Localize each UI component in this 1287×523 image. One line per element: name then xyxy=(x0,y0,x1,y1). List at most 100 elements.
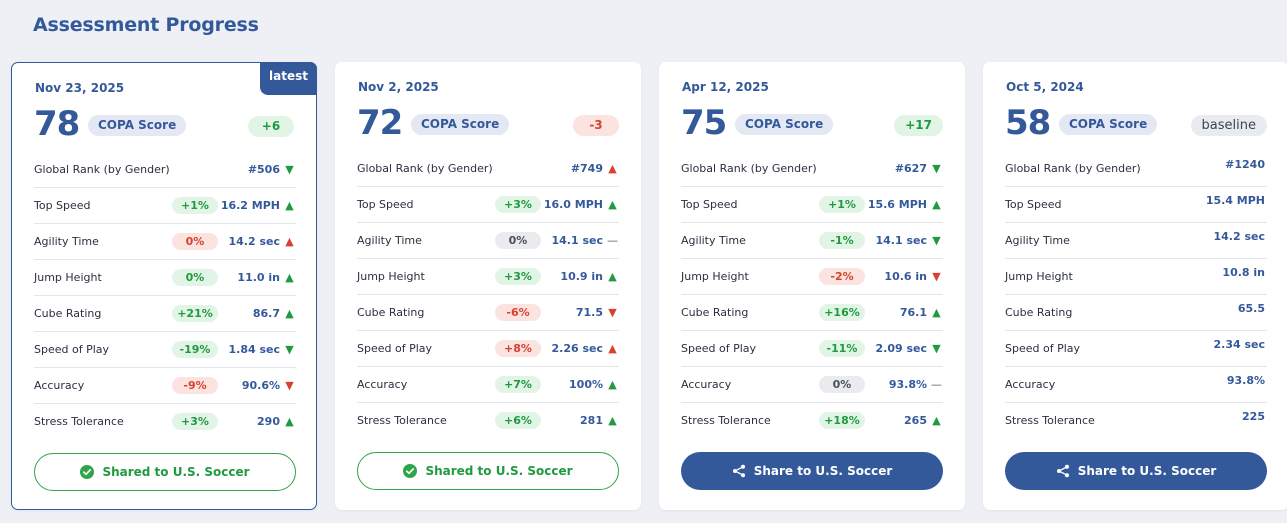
triangle-up-icon: ▲ xyxy=(932,198,941,211)
assessment-card[interactable]: Oct 5, 2024 58 COPA Score baseline Global Ra… xyxy=(983,62,1287,510)
metric-value: #1240 xyxy=(1225,158,1265,171)
metric-row: Agility Time -1% 14.1 sec ▼ xyxy=(681,223,943,259)
metric-change-badge: +21% xyxy=(172,305,218,322)
assessment-card[interactable]: Nov 2, 2025 72 COPA Score -3 Global Rank (by… xyxy=(335,62,641,510)
metric-row: Accuracy +7% 100% ▲ xyxy=(357,367,619,403)
metric-value: 11.0 in xyxy=(237,271,280,284)
metric-label: Cube Rating xyxy=(357,306,425,319)
metric-label: Jump Height xyxy=(34,271,102,284)
metric-label: Speed of Play xyxy=(34,343,110,356)
metric-value: 16.0 MPH xyxy=(543,198,603,211)
metric-row: Jump Height -2% 10.6 in ▼ xyxy=(681,259,943,295)
metric-value: 86.7 xyxy=(252,307,280,320)
metric-row: Top Speed +3% 16.0 MPH ▲ xyxy=(357,187,619,223)
metric-label: Cube Rating xyxy=(1005,306,1073,319)
triangle-up-icon: ▲ xyxy=(285,199,294,212)
metric-value: 14.1 sec xyxy=(875,234,928,247)
metric-row: Accuracy 0% 93.8% — xyxy=(681,367,943,403)
share-to-us-soccer-button[interactable]: Share to U.S. Soccer xyxy=(681,452,943,490)
shared-to-us-soccer-button[interactable]: Shared to U.S. Soccer xyxy=(357,452,619,490)
metric-row: Agility Time 0% 14.1 sec — xyxy=(357,223,619,259)
metric-row: Cube Rating -6% 71.5 ▼ xyxy=(357,295,619,331)
metric-value: 2.26 sec xyxy=(551,342,604,355)
metric-label: Global Rank (by Gender) xyxy=(34,163,170,176)
metric-row: Jump Height 0% 11.0 in ▲ xyxy=(34,260,296,296)
score-delta-badge: baseline xyxy=(1190,115,1267,136)
triangle-up-icon: ▲ xyxy=(285,235,294,248)
metric-change-badge: +3% xyxy=(495,196,541,213)
assessment-date: Oct 5, 2024 xyxy=(1006,80,1084,94)
metric-change-badge: +18% xyxy=(819,412,865,429)
latest-tag: latest xyxy=(260,62,317,95)
metrics-list: Global Rank (by Gender) #627 ▼ Top Speed +1%… xyxy=(681,151,943,439)
copa-score-label: COPA Score xyxy=(88,115,187,136)
copa-score-label: COPA Score xyxy=(1059,114,1158,135)
assessment-card[interactable]: latest Nov 23, 2025 78 COPA Score +6 Global R… xyxy=(11,62,317,510)
metric-row: Stress Tolerance 225 xyxy=(1005,403,1267,439)
metric-row: Jump Height 10.8 in xyxy=(1005,259,1267,295)
dash-icon: — xyxy=(931,378,942,391)
metric-label: Speed of Play xyxy=(357,342,433,355)
metric-change-badge: +3% xyxy=(172,413,218,430)
metric-value: 76.1 xyxy=(899,306,927,319)
metric-change-badge: +16% xyxy=(819,304,865,321)
triangle-up-icon: ▲ xyxy=(608,414,617,427)
metric-change-badge: -1% xyxy=(819,232,865,249)
triangle-up-icon: ▲ xyxy=(608,342,617,355)
metric-change-badge: -9% xyxy=(172,377,218,394)
metric-label: Accuracy xyxy=(357,378,408,391)
metric-change-badge: -6% xyxy=(495,304,541,321)
metric-row: Global Rank (by Gender) #627 ▼ xyxy=(681,151,943,187)
metric-label: Global Rank (by Gender) xyxy=(1005,162,1141,175)
assessment-card[interactable]: Apr 12, 2025 75 COPA Score +17 Global Rank (… xyxy=(659,62,965,510)
check-circle-icon xyxy=(80,465,95,479)
metric-value: 10.6 in xyxy=(884,270,927,283)
score-delta-badge: -3 xyxy=(573,115,619,136)
metric-value: 15.4 MPH xyxy=(1205,194,1265,207)
metric-label: Jump Height xyxy=(1005,270,1073,283)
metrics-list: Global Rank (by Gender) #506 ▼ Top Speed +1%… xyxy=(34,152,296,440)
metric-label: Agility Time xyxy=(357,234,422,247)
triangle-up-icon: ▲ xyxy=(608,378,617,391)
button-label: Share to U.S. Soccer xyxy=(753,464,893,478)
metric-row: Speed of Play -19% 1.84 sec ▼ xyxy=(34,332,296,368)
metric-value: #749 xyxy=(570,162,603,175)
metric-value: 225 xyxy=(1242,410,1265,423)
metric-row: Stress Tolerance +18% 265 ▲ xyxy=(681,403,943,439)
triangle-down-icon: ▼ xyxy=(932,162,941,175)
metric-value: 93.8% xyxy=(888,378,927,391)
metric-row: Global Rank (by Gender) #506 ▼ xyxy=(34,152,296,188)
metric-value: 100% xyxy=(569,378,603,391)
metric-label: Accuracy xyxy=(681,378,732,391)
triangle-up-icon: ▲ xyxy=(285,415,294,428)
metric-label: Speed of Play xyxy=(681,342,757,355)
triangle-down-icon: ▼ xyxy=(932,270,941,283)
metric-label: Stress Tolerance xyxy=(34,415,124,428)
shared-to-us-soccer-button[interactable]: Shared to U.S. Soccer xyxy=(34,453,296,491)
metric-row: Cube Rating +16% 76.1 ▲ xyxy=(681,295,943,331)
metrics-list: Global Rank (by Gender) #749 ▲ Top Speed +3%… xyxy=(357,151,619,439)
copa-score-label: COPA Score xyxy=(735,114,834,135)
metric-label: Accuracy xyxy=(34,379,85,392)
copa-score-value: 58 xyxy=(1005,103,1051,143)
metric-change-badge: +6% xyxy=(495,412,541,429)
button-label: Share to U.S. Soccer xyxy=(1077,464,1217,478)
metric-row: Global Rank (by Gender) #1240 xyxy=(1005,151,1267,187)
triangle-up-icon: ▲ xyxy=(932,414,941,427)
metric-label: Stress Tolerance xyxy=(1005,414,1095,427)
button-label: Shared to U.S. Soccer xyxy=(102,465,250,479)
metric-value: 2.34 sec xyxy=(1213,338,1266,351)
metric-value: 281 xyxy=(580,414,603,427)
metric-label: Cube Rating xyxy=(34,307,102,320)
metric-label: Top Speed xyxy=(34,199,91,212)
metric-label: Jump Height xyxy=(681,270,749,283)
triangle-down-icon: ▼ xyxy=(285,343,294,356)
score-delta-badge: +6 xyxy=(248,116,294,137)
metric-label: Speed of Play xyxy=(1005,342,1081,355)
share-to-us-soccer-button[interactable]: Share to U.S. Soccer xyxy=(1005,452,1267,490)
triangle-up-icon: ▲ xyxy=(608,198,617,211)
assessment-date: Apr 12, 2025 xyxy=(682,80,769,94)
triangle-down-icon: ▼ xyxy=(932,234,941,247)
metric-row: Top Speed +1% 16.2 MPH ▲ xyxy=(34,188,296,224)
metric-value: #627 xyxy=(894,162,927,175)
